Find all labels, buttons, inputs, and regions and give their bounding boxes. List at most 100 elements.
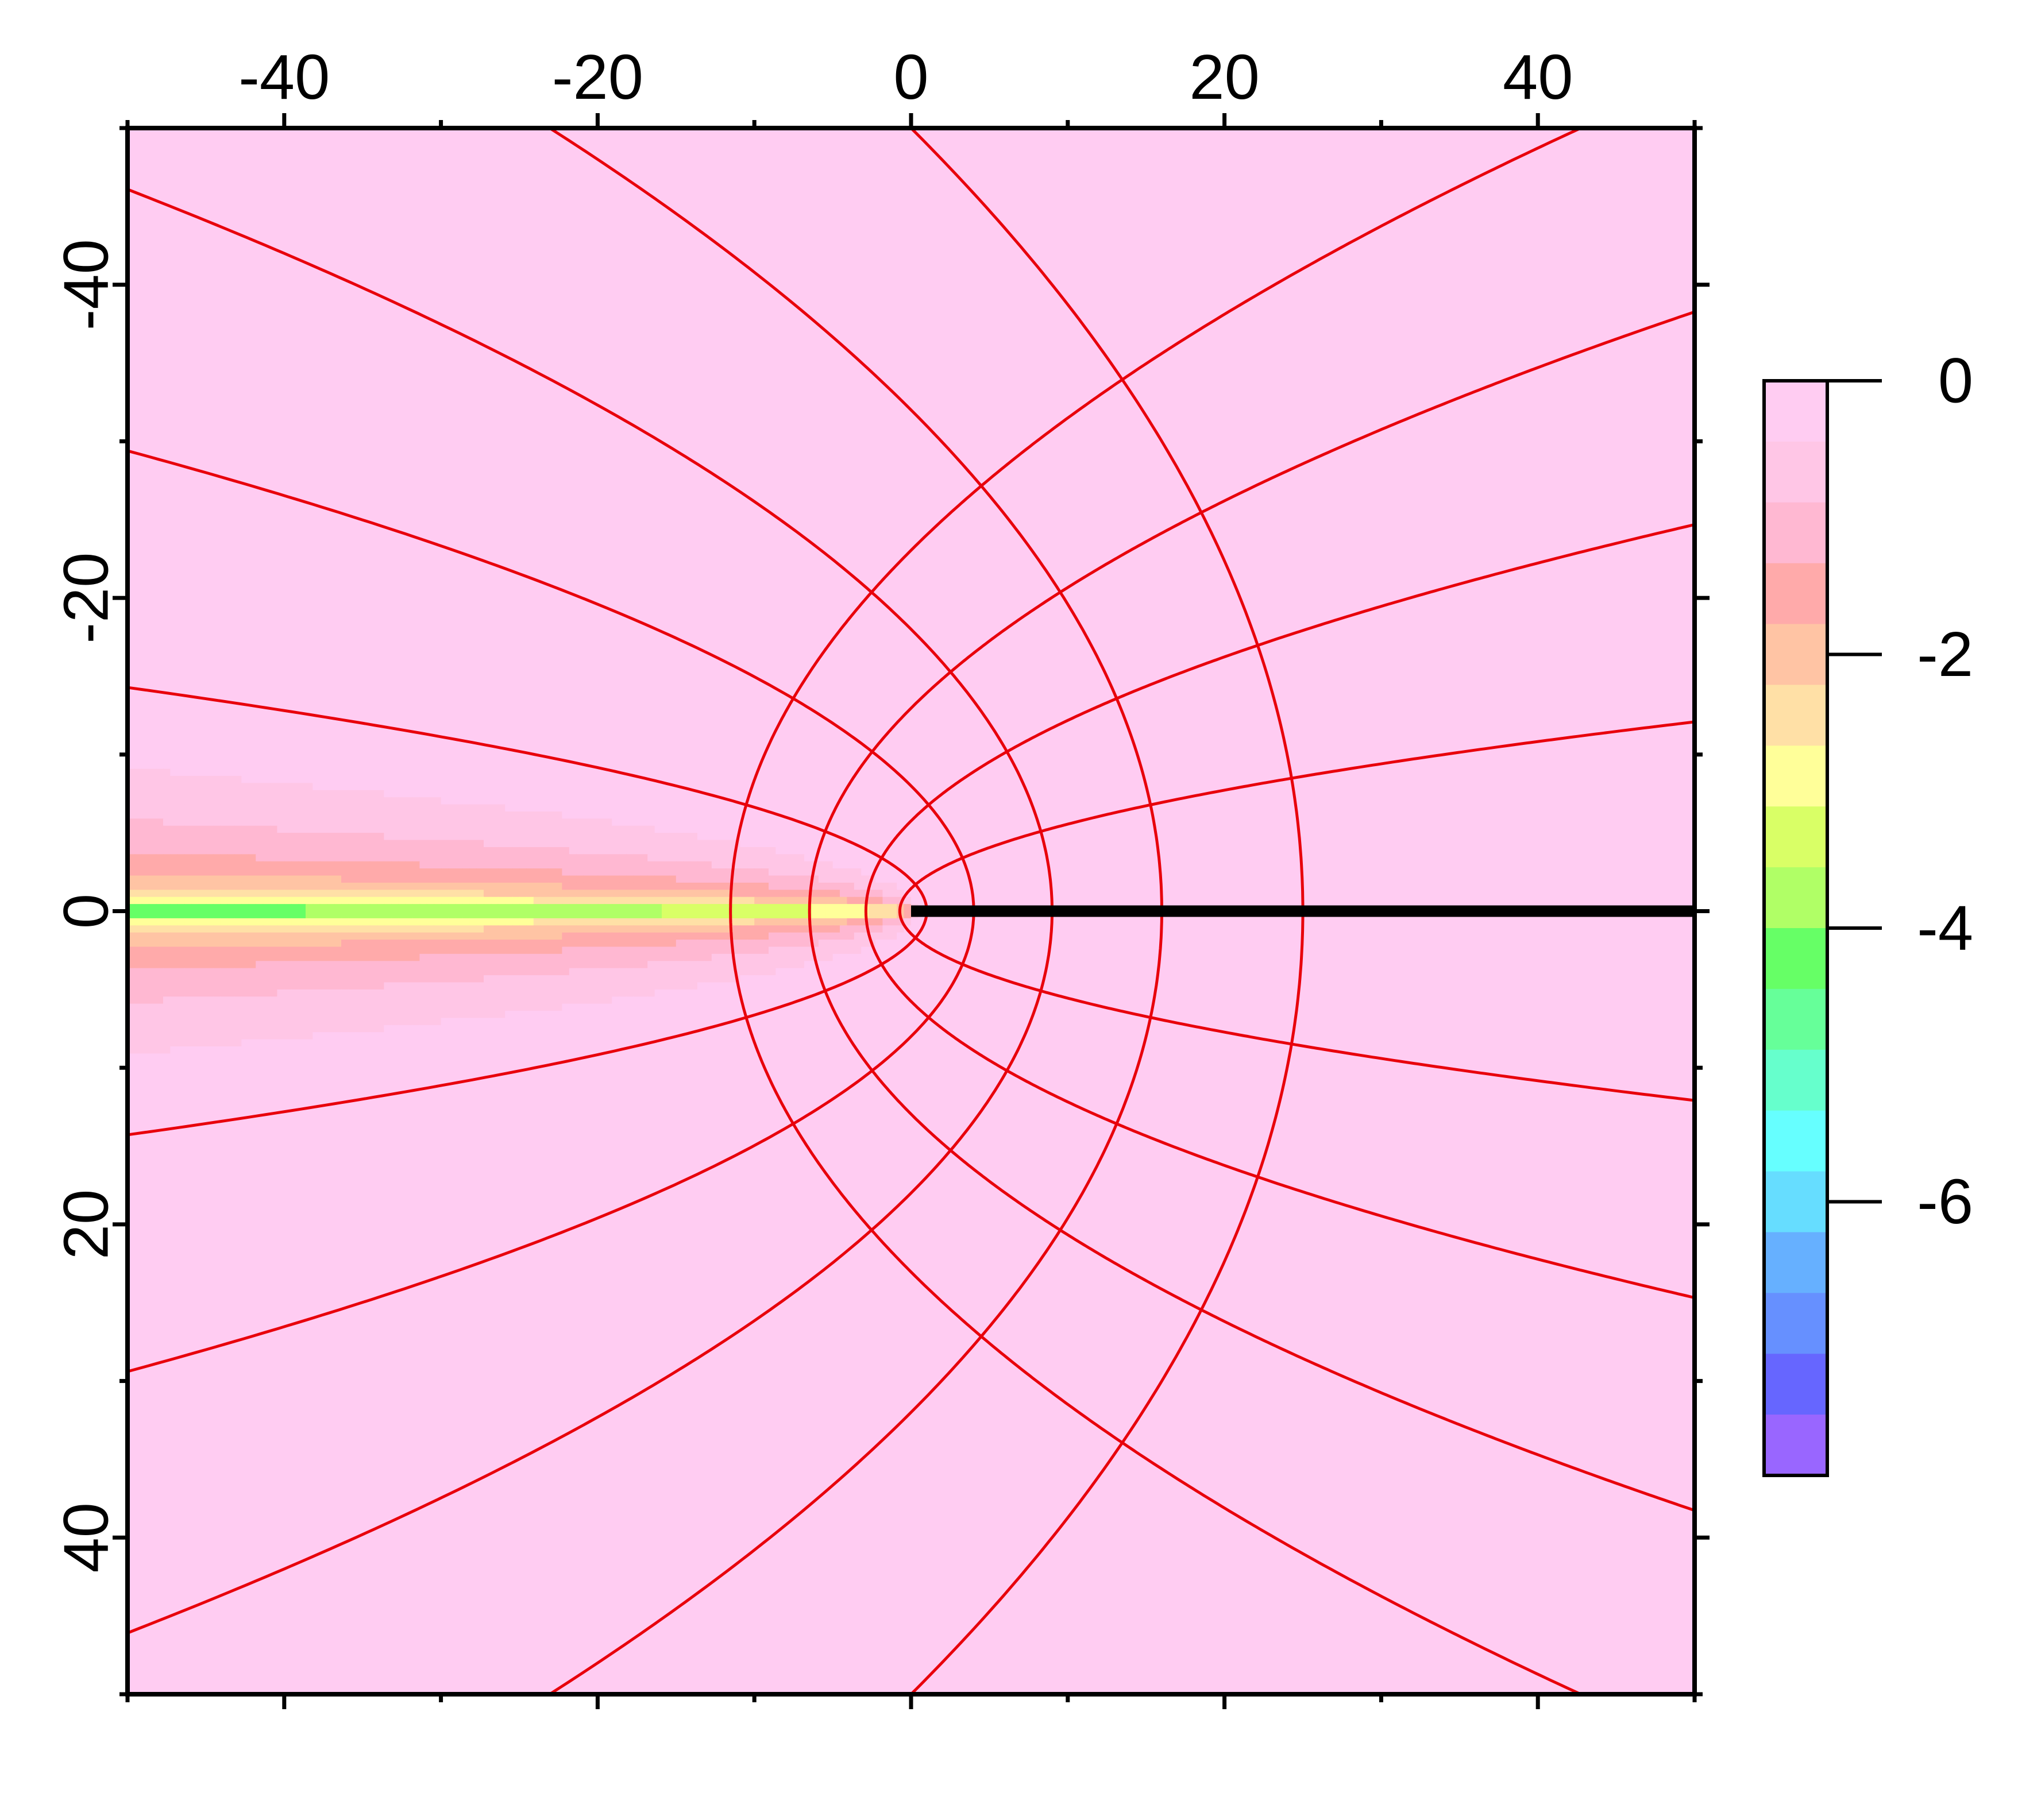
heatmap-cell [534, 135, 541, 142]
heatmap-cell [1445, 135, 1453, 142]
heatmap-cell [1431, 135, 1438, 142]
heatmap-cell [1324, 135, 1332, 142]
heatmap-cell [619, 135, 627, 142]
heatmap-cell [840, 135, 847, 142]
heatmap-cell [1623, 135, 1631, 142]
heatmap-cell [156, 142, 164, 150]
heatmap-cell [419, 135, 427, 142]
heatmap-cell [477, 135, 484, 142]
heatmap-cell [1581, 135, 1588, 142]
heatmap-cell [526, 142, 534, 150]
heatmap-cell [1253, 135, 1260, 142]
heatmap-cell [178, 142, 185, 150]
heatmap-cell [398, 142, 406, 150]
heatmap-cell [790, 135, 797, 142]
heatmap-cell [334, 142, 342, 150]
heatmap-cell [384, 142, 391, 150]
heatmap-cell [192, 142, 199, 150]
heatmap-cell [1353, 135, 1360, 142]
heatmap-cell [1345, 135, 1353, 142]
heatmap-cell [406, 135, 413, 142]
heatmap-cell [854, 135, 862, 142]
heatmap-cell [370, 142, 377, 150]
heatmap-cell [1460, 135, 1467, 142]
heatmap-cell [199, 142, 206, 150]
heatmap-cell [1332, 135, 1339, 142]
heatmap-cell [1538, 135, 1545, 142]
heatmap-cell [1004, 135, 1011, 142]
heatmap-cell [1566, 135, 1574, 142]
heatmap-cell [398, 135, 406, 142]
heatmap-cell [370, 135, 377, 142]
heatmap-cell [341, 142, 349, 150]
heatmap-cell [377, 135, 384, 142]
heatmap-cell [249, 142, 256, 150]
heatmap-cell [484, 142, 491, 150]
heatmap-cell [840, 142, 847, 150]
heatmap-cell [591, 142, 598, 150]
heatmap-cell [626, 142, 634, 150]
heatmap-cell [412, 142, 420, 150]
heatmap-cell [783, 135, 790, 142]
heatmap-cell [356, 142, 363, 150]
heatmap-cell [170, 142, 178, 150]
heatmap-cell [156, 135, 164, 142]
heatmap-cell [1246, 135, 1253, 142]
heatmap-cell [491, 142, 498, 150]
heatmap-cell [655, 142, 662, 150]
heatmap-cell [683, 142, 690, 150]
heatmap-cell [1238, 135, 1246, 142]
heatmap-cell [1659, 135, 1666, 142]
heatmap-cell [726, 135, 734, 142]
heatmap-cell [989, 135, 997, 142]
heatmap-cell [277, 142, 284, 150]
heatmap-cell [833, 135, 840, 142]
heatmap-cell [512, 135, 520, 142]
heatmap-cell [519, 135, 527, 142]
heatmap-cell [1054, 135, 1061, 142]
heatmap-cell [769, 142, 776, 150]
heatmap-cell [412, 135, 420, 142]
heatmap-cell [263, 142, 271, 150]
heatmap-cell [1310, 135, 1317, 142]
heatmap-cell [790, 142, 797, 150]
heatmap-cell [477, 142, 484, 150]
heatmap-cell [299, 142, 306, 150]
heatmap-cell [584, 135, 591, 142]
heatmap-cell [819, 142, 826, 150]
heatmap-cell [797, 135, 805, 142]
heatmap-cell [769, 135, 776, 142]
heatmap-cell [1118, 135, 1125, 142]
heatmap-cell [1317, 135, 1325, 142]
heatmap-cell [391, 135, 399, 142]
heatmap-cell [1110, 135, 1118, 142]
heatmap-cell [982, 135, 990, 142]
heatmap-cell [1210, 135, 1218, 142]
heatmap-cell [726, 142, 734, 150]
heatmap-cell [861, 135, 869, 142]
heatmap-cell [362, 142, 370, 150]
heatmap-cell [1588, 135, 1595, 142]
heatmap-cell [612, 142, 619, 150]
heatmap-cell [256, 135, 263, 142]
heatmap-cell [1595, 135, 1602, 142]
heatmap-cell [591, 135, 598, 142]
heatmap-cell [740, 135, 747, 142]
heatmap-cell [377, 142, 384, 150]
heatmap-cell [270, 142, 277, 150]
heatmap-cell [491, 135, 498, 142]
heatmap-cell [227, 135, 235, 142]
heatmap-cell [890, 135, 897, 142]
heatmap-cell [384, 135, 391, 142]
heatmap-cell [1645, 135, 1652, 142]
heatmap-cell [1011, 135, 1018, 142]
heatmap-cell [683, 135, 690, 142]
heatmap-cell [299, 135, 306, 142]
heatmap-cell [1175, 135, 1182, 142]
heatmap-cell [854, 142, 862, 150]
heatmap-cell [1510, 135, 1517, 142]
heatmap-cell [804, 142, 812, 150]
heatmap-cell [462, 142, 470, 150]
heatmap-cell [241, 142, 249, 150]
